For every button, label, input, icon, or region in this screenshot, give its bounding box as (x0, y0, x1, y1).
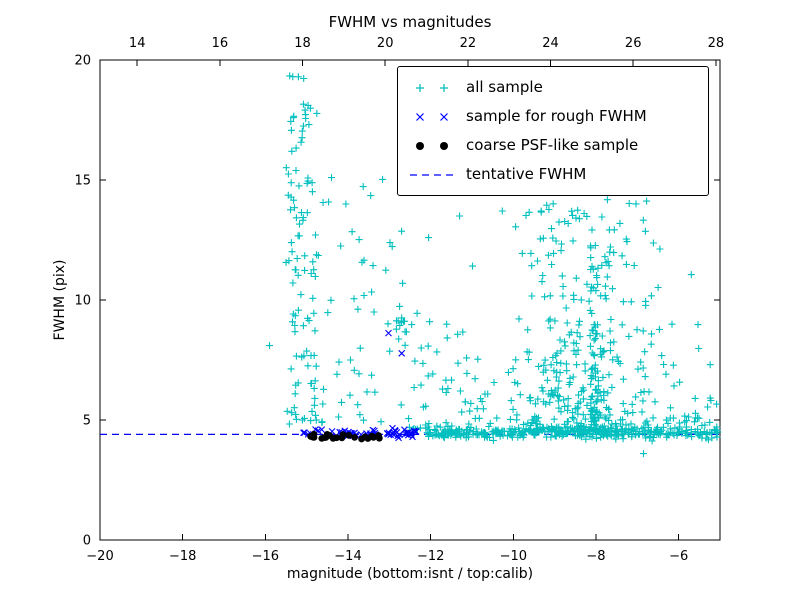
svg-text:−6: −6 (669, 549, 688, 564)
svg-text:18: 18 (294, 36, 311, 51)
legend-item-tentative-fwhm: tentative FWHM (408, 160, 698, 189)
legend: all sample sample for rough FWHM coarse … (397, 66, 709, 196)
chart-title: FWHM vs magnitudes (328, 13, 492, 31)
svg-text:14: 14 (129, 36, 146, 51)
svg-text:5: 5 (83, 414, 91, 429)
legend-label: tentative FWHM (466, 165, 587, 183)
svg-text:−12: −12 (417, 549, 444, 564)
svg-text:26: 26 (625, 36, 642, 51)
y-axis-label: FWHM (pix) (52, 259, 68, 341)
x-marker-icon (416, 112, 448, 121)
svg-text:22: 22 (460, 36, 477, 51)
svg-text:−10: −10 (500, 549, 527, 564)
svg-text:20: 20 (74, 54, 91, 69)
legend-label: sample for rough FWHM (466, 107, 647, 125)
svg-text:28: 28 (708, 36, 725, 51)
svg-text:24: 24 (542, 36, 559, 51)
plus-marker-icon (416, 83, 448, 92)
legend-label: all sample (466, 78, 543, 96)
svg-text:15: 15 (74, 174, 91, 189)
svg-text:−16: −16 (252, 549, 279, 564)
legend-item-all-sample: all sample (408, 73, 698, 102)
legend-item-psf-like-sample: coarse PSF-like sample (408, 131, 698, 160)
svg-text:0: 0 (83, 534, 91, 549)
x-axis-label: magnitude (bottom:isnt / top:calib) (286, 566, 534, 582)
dashed-line-icon (410, 173, 454, 176)
svg-text:16: 16 (212, 36, 229, 51)
svg-text:20: 20 (377, 36, 394, 51)
svg-text:−14: −14 (334, 549, 361, 564)
legend-item-rough-fwhm-sample: sample for rough FWHM (408, 102, 698, 131)
svg-text:−8: −8 (586, 549, 605, 564)
legend-label: coarse PSF-like sample (466, 136, 639, 154)
svg-text:−20: −20 (86, 549, 113, 564)
dot-marker-icon (416, 141, 448, 150)
svg-text:−18: −18 (169, 549, 196, 564)
svg-text:10: 10 (74, 294, 91, 309)
